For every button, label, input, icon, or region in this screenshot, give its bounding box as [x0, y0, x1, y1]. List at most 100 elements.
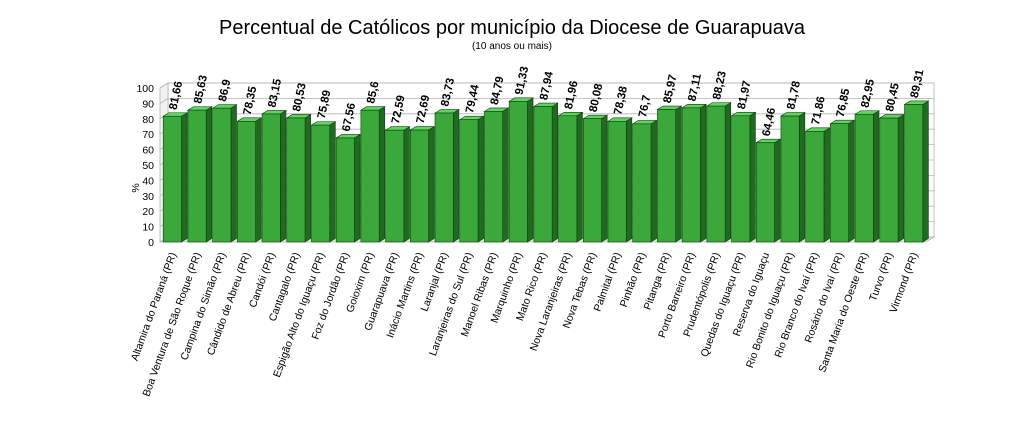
- y-tick-label: 0: [148, 237, 154, 249]
- bar-side: [650, 119, 657, 243]
- bar-front: [162, 115, 182, 243]
- gridline-depth: [159, 82, 169, 89]
- bar-front: [731, 115, 751, 243]
- y-tick-label: 50: [142, 160, 154, 172]
- bar-front: [434, 112, 454, 243]
- chart-subtitle: (10 anos ou mais): [471, 41, 553, 52]
- bar-front: [237, 121, 256, 243]
- value-label: 83,15: [266, 77, 284, 108]
- bar: [631, 119, 658, 243]
- bar-side: [675, 105, 682, 243]
- bar-front: [879, 117, 899, 243]
- category-labels: Altamira do Paraná (PR)Boa Ventura de Sã…: [129, 251, 921, 398]
- bar: [779, 112, 806, 243]
- bar: [384, 126, 411, 243]
- value-label: 64,46: [761, 107, 779, 138]
- bar-front: [558, 115, 578, 243]
- bar-side: [477, 115, 484, 243]
- bar-side: [329, 121, 336, 243]
- category-label: Turvo (PR): [867, 251, 896, 303]
- bar: [211, 104, 238, 243]
- bar: [359, 106, 386, 243]
- y-tick-label: 80: [142, 114, 154, 126]
- bar-side: [354, 133, 361, 243]
- bar-front: [830, 123, 849, 243]
- bar-side: [625, 117, 633, 243]
- bar: [582, 114, 609, 243]
- value-label: 86,9: [217, 78, 233, 102]
- value-labels: 81,66 85,63 86,9 78,35 83,15 80,53 75,89 67,56 8…: [168, 65, 927, 137]
- value-label: 72,69: [415, 94, 433, 125]
- bar-side: [205, 106, 213, 243]
- bar-front: [780, 115, 800, 243]
- y-tick-label: 10: [142, 222, 154, 234]
- bar-side: [255, 117, 262, 243]
- y-axis: 0 10 20 30 40 50 60 70 80 90 100: [136, 83, 154, 249]
- bar-side: [428, 126, 435, 243]
- bar: [458, 115, 485, 243]
- value-label: 71,86: [810, 95, 828, 126]
- bar: [705, 102, 732, 243]
- bar-side: [403, 126, 410, 243]
- bar-side: [774, 138, 781, 243]
- value-label: 81,96: [563, 80, 581, 111]
- bar: [804, 127, 831, 243]
- bar: [409, 126, 436, 243]
- bar-front: [854, 113, 874, 243]
- value-label: 87,94: [538, 70, 556, 101]
- y-tick-label: 90: [142, 98, 154, 110]
- bar-front: [657, 109, 676, 243]
- value-label: 80,08: [588, 82, 606, 113]
- bar-front: [311, 124, 331, 243]
- bar-side: [453, 109, 460, 243]
- bar-side: [378, 106, 386, 243]
- value-label: 89,31: [909, 68, 927, 99]
- value-label: 84,79: [489, 75, 507, 106]
- bar-side: [280, 109, 287, 243]
- value-label: 83,73: [439, 77, 457, 108]
- bar: [656, 105, 683, 243]
- y-axis-label: %: [130, 183, 142, 192]
- bar: [878, 114, 905, 243]
- bar: [162, 112, 189, 243]
- bar: [483, 107, 510, 243]
- value-label: 79,44: [464, 83, 482, 114]
- bar-front: [533, 106, 553, 243]
- bar: [261, 109, 287, 243]
- value-label: 85,63: [192, 74, 210, 105]
- bar: [730, 111, 757, 243]
- value-label: 85,97: [662, 74, 680, 105]
- value-label: 81,78: [785, 79, 803, 110]
- bar-front: [805, 131, 825, 243]
- bar-front: [632, 123, 652, 243]
- bar: [606, 117, 633, 243]
- bar-front: [755, 142, 775, 243]
- bar-front: [706, 105, 726, 243]
- gridline-depth: [159, 98, 169, 104]
- value-label: 76,7: [637, 94, 653, 118]
- bar: [903, 100, 930, 243]
- bar-front: [484, 111, 504, 243]
- y-tick-label: 70: [142, 129, 154, 141]
- bar-side: [749, 111, 756, 243]
- bar-side: [601, 114, 608, 243]
- value-label: 81,97: [736, 80, 754, 111]
- bar-front: [335, 137, 355, 243]
- bar: [755, 138, 782, 243]
- bar-front: [607, 120, 627, 243]
- value-label: 87,11: [686, 72, 704, 103]
- bar-side: [873, 110, 880, 243]
- value-label: 85,6: [365, 80, 381, 104]
- bar-front: [681, 107, 701, 243]
- bar: [508, 97, 535, 243]
- value-label: 91,33: [513, 65, 531, 96]
- bar-front: [385, 129, 405, 243]
- bar-front: [410, 129, 429, 243]
- bar: [532, 102, 559, 243]
- value-label: 78,38: [612, 85, 630, 116]
- bar-front: [582, 118, 602, 243]
- bar: [854, 110, 881, 243]
- bar-front: [904, 104, 924, 243]
- bar: [681, 103, 708, 243]
- bars: [162, 97, 930, 243]
